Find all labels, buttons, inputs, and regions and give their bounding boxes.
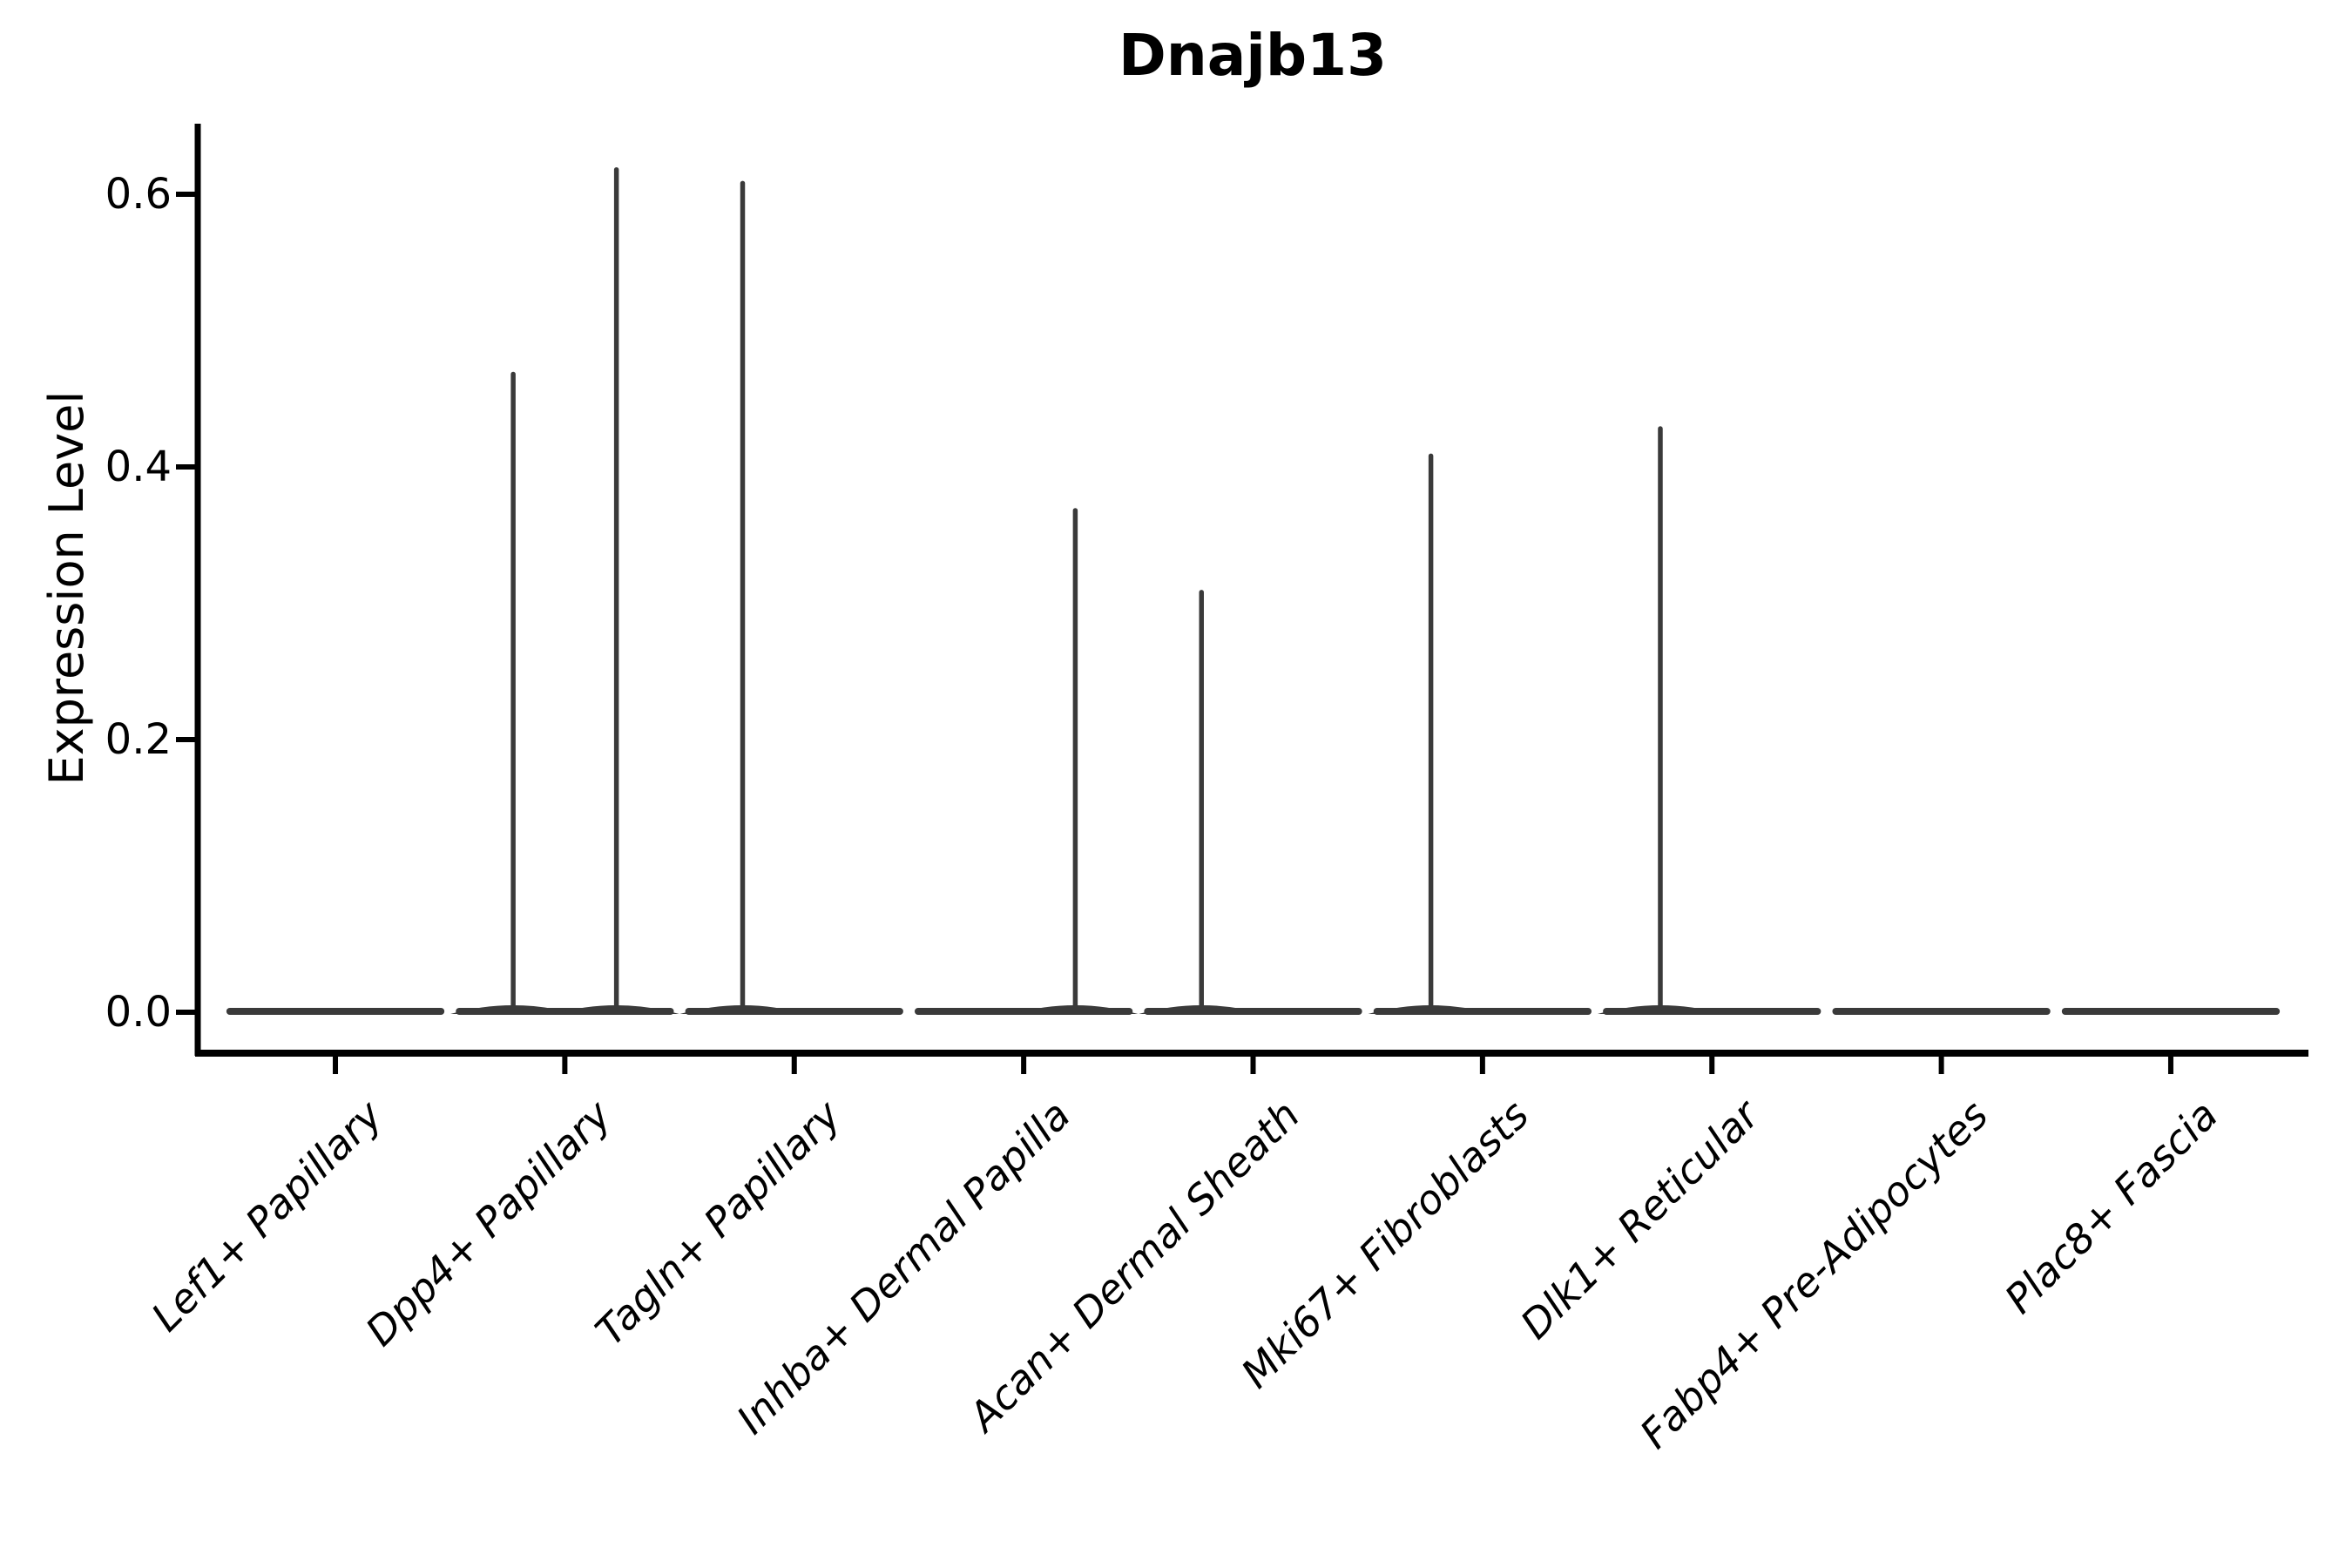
chart-title: Dnajb13 (1118, 22, 1388, 89)
y-tick-label: 0.2 (105, 715, 172, 764)
y-tick-label: 0.6 (105, 170, 172, 219)
y-tick-label: 0.0 (105, 988, 172, 1037)
y-tick-label: 0.4 (105, 443, 172, 491)
